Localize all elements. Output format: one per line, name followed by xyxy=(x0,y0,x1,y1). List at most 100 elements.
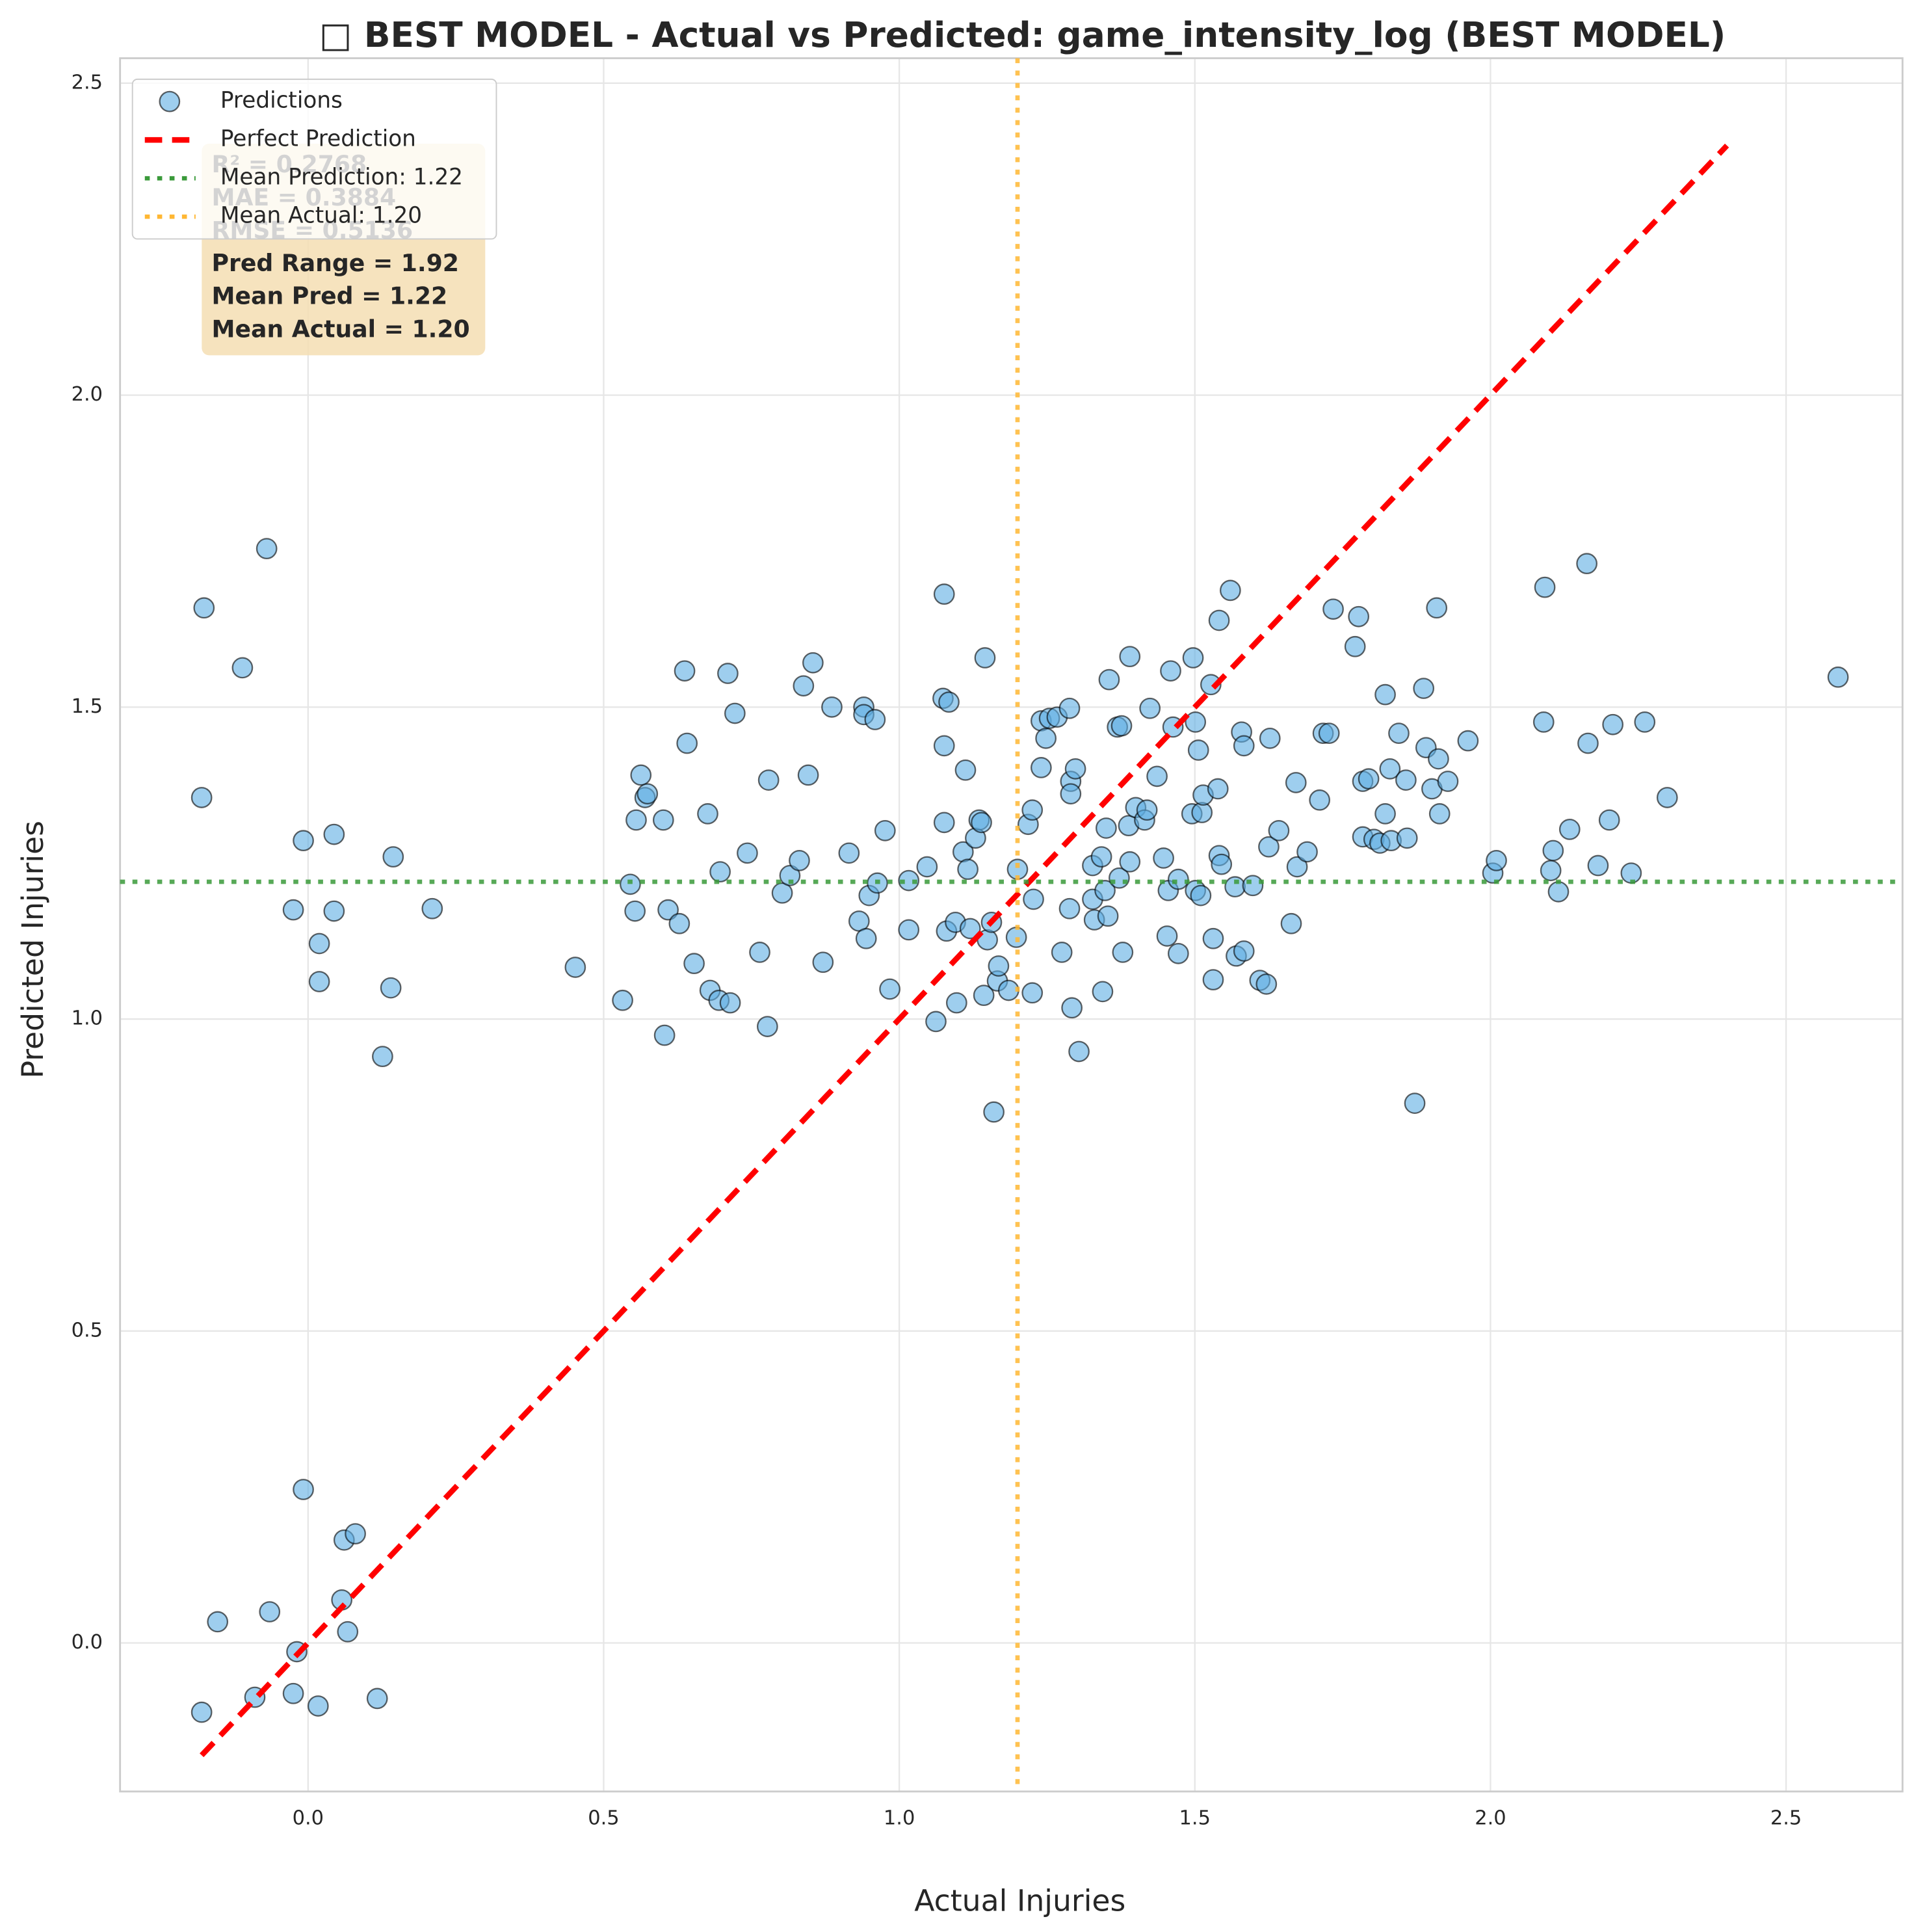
scatter-point xyxy=(1021,799,1044,821)
scatter-point xyxy=(812,951,834,973)
scatter-point xyxy=(789,849,810,871)
scatter-point xyxy=(821,696,843,718)
scatter-point xyxy=(973,985,995,1006)
scatter-point xyxy=(1827,666,1849,688)
scatter-point xyxy=(1285,772,1307,793)
scatter-point xyxy=(1182,647,1204,668)
scatter-point xyxy=(293,1479,314,1500)
y-tick-label: 0.5 xyxy=(72,1319,103,1342)
scatter-point xyxy=(1119,851,1141,873)
scatter-point xyxy=(1255,973,1278,995)
scatter-point xyxy=(933,812,955,834)
scatter-point xyxy=(1219,579,1241,602)
scatter-point xyxy=(749,942,770,963)
scatter-point xyxy=(207,1611,229,1633)
scatter-point xyxy=(1090,846,1112,867)
stats-text: Mean Pred = 1.22 xyxy=(212,282,448,310)
y-tick-label: 2.0 xyxy=(72,383,103,406)
scatter-point xyxy=(1202,969,1224,991)
scatter-point xyxy=(307,1695,329,1717)
scatter-point xyxy=(898,869,920,892)
scatter-point xyxy=(653,1024,676,1046)
legend-marker xyxy=(159,90,181,112)
y-tick-label: 0.0 xyxy=(72,1631,103,1654)
legend-box xyxy=(131,78,497,240)
scatter-point xyxy=(983,1101,1005,1123)
scatter-point xyxy=(1035,727,1057,749)
scatter-point xyxy=(1457,730,1479,752)
scatter-point xyxy=(1098,668,1120,691)
scatter-point xyxy=(366,1687,388,1710)
scatter-point xyxy=(793,675,815,697)
scatter-point xyxy=(231,657,254,679)
scatter-point xyxy=(1374,803,1396,825)
x-tick-label: 1.0 xyxy=(884,1806,915,1829)
y-tick-label: 2.5 xyxy=(72,71,103,94)
scatter-point xyxy=(779,865,801,886)
x-tick-label: 2.5 xyxy=(1770,1806,1802,1829)
scatter-point xyxy=(282,899,304,921)
scatter-point xyxy=(676,732,698,754)
scatter-point xyxy=(1296,841,1318,863)
scatter-point xyxy=(1558,819,1581,840)
scatter-point xyxy=(933,583,955,605)
scatter-point xyxy=(1413,678,1435,699)
scatter-point xyxy=(1344,635,1366,657)
scatter-point xyxy=(1058,897,1081,920)
scatter-point xyxy=(657,899,679,921)
scatter-point xyxy=(1110,715,1133,737)
scatter-point xyxy=(1094,880,1116,901)
scatter-point xyxy=(1428,748,1449,770)
scatter-point xyxy=(382,846,404,867)
scatter-point xyxy=(1097,905,1119,927)
x-tick-label: 0.0 xyxy=(293,1806,324,1829)
scatter-point xyxy=(190,787,213,808)
scatter-point xyxy=(1318,722,1340,745)
scatter-point xyxy=(933,735,955,757)
scatter-point xyxy=(308,971,330,992)
scatter-point xyxy=(1542,840,1564,862)
scatter-point xyxy=(620,873,641,895)
scatter-point xyxy=(1242,875,1264,897)
scatter-point xyxy=(625,809,647,831)
scatter-point xyxy=(938,691,960,713)
scatter-point xyxy=(1051,942,1073,963)
scatter-point xyxy=(564,957,586,978)
scatter-point xyxy=(1358,768,1380,790)
scatter-point xyxy=(1404,1092,1426,1114)
scatter-point xyxy=(1160,660,1181,682)
chart-title: □ BEST MODEL - Actual vs Predicted: game… xyxy=(319,15,1726,55)
scatter-point xyxy=(916,856,938,878)
y-axis-label: Predicted Injuries xyxy=(16,821,50,1078)
scatter-point xyxy=(190,1701,213,1723)
scatter-point xyxy=(1064,758,1086,780)
plot-frame xyxy=(119,57,1904,1793)
scatter-point xyxy=(1426,597,1448,619)
x-tick-label: 0.5 xyxy=(588,1806,619,1829)
scatter-point xyxy=(652,809,674,831)
scatter-point xyxy=(1058,697,1081,719)
scatter-point xyxy=(1096,817,1117,839)
scatter-point xyxy=(1060,783,1082,805)
scatter-point xyxy=(1233,735,1255,757)
perfect-prediction-line xyxy=(200,143,1729,1758)
scatter-point xyxy=(674,660,696,682)
scatter-point xyxy=(1656,787,1678,808)
scatter-point xyxy=(1534,576,1556,598)
scatter-point xyxy=(797,764,819,786)
scatter-point xyxy=(724,702,746,724)
scatter-point xyxy=(802,652,824,674)
scatter-point xyxy=(1540,860,1562,882)
scatter-point xyxy=(864,709,886,730)
scatter-point xyxy=(1061,997,1083,1019)
scatter-point xyxy=(1322,598,1344,620)
scatter-point xyxy=(1577,732,1599,754)
scatter-point xyxy=(855,927,877,949)
scatter-point xyxy=(1207,778,1229,800)
scatter-point xyxy=(1023,888,1044,910)
scatter-point xyxy=(709,861,731,883)
scatter-point xyxy=(757,769,780,791)
scatter-point xyxy=(925,1011,947,1033)
scatter-point xyxy=(1233,940,1255,962)
